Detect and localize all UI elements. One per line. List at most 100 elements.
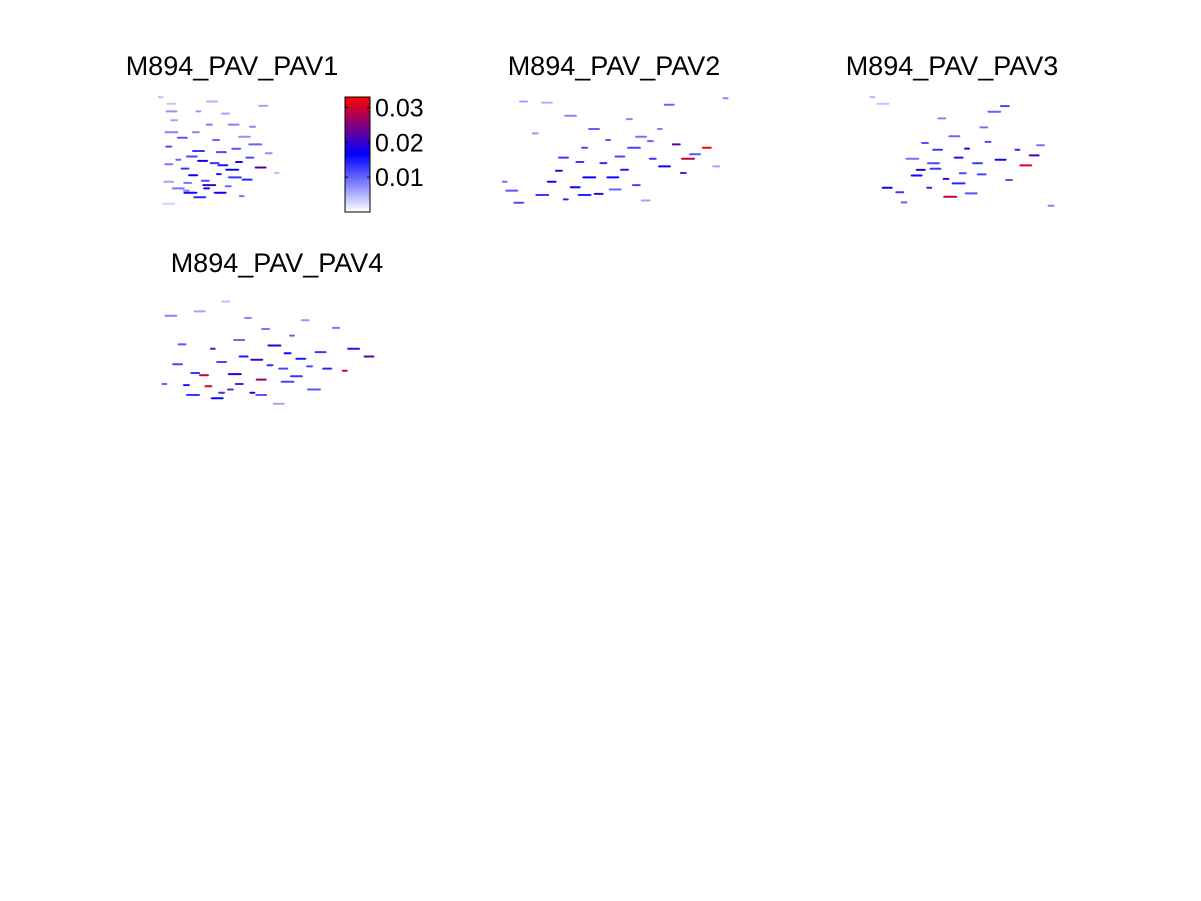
heatmap-cell [289,334,295,337]
heatmap-cell [261,328,271,330]
heatmap-cell [193,310,206,313]
heatmap-cell [216,361,228,363]
heatmap-cell [701,146,712,149]
heatmap-cell [599,162,608,165]
colorbar-tick-label: 0.02 [375,129,424,157]
colorbar-tick-label: 0.03 [375,94,424,122]
heatmap-cell [984,140,992,143]
heatmap-cell [272,402,285,405]
heatmap-cell [264,152,273,155]
heatmap-cell [249,125,256,128]
heatmap-cell [190,372,201,374]
heatmap-cell [164,131,179,134]
heatmap-cell [227,373,242,376]
heatmap-cell [175,158,182,161]
heatmap-cell [238,355,249,358]
heatmap-cell [170,119,179,122]
heatmap-cell [221,300,231,303]
heatmap-cell [210,397,224,400]
heatmap-cell [234,383,244,385]
heatmap-cell [658,165,671,168]
heatmap-cell [531,132,539,135]
heatmap-cell [663,103,675,106]
heatmap-cell [267,344,282,347]
heatmap-cell [926,186,933,189]
heatmap-cell [575,161,585,163]
heatmap-cell [332,326,340,329]
heatmap-cell [164,163,174,166]
heatmap-cell [280,380,295,383]
heatmap-cell [165,145,173,148]
heatmap-cell [953,156,964,159]
heatmap-cell [635,135,647,138]
heatmap-cell [722,97,729,100]
heatmap-cell [564,114,577,117]
heatmap-cell [943,195,958,198]
heatmap-cell [225,168,240,171]
heatmap-cell [562,198,569,201]
heatmap-cell [212,139,221,141]
heatmap-cell [869,96,876,99]
panel-title-1: M894_PAV_PAV1 [126,51,339,81]
heatmap-cell [283,352,292,355]
heatmap-cell [224,185,232,188]
heatmap-cell [558,156,569,159]
heatmap-cell [979,126,989,129]
heatmap-cell [231,147,242,150]
heatmap-cell [249,391,256,394]
heatmap-cell [1005,179,1013,181]
heatmap-cell [192,150,205,152]
heatmap-cell [254,166,267,169]
heatmap-cell [347,347,361,350]
heatmap-cell [193,196,207,199]
panel-title-3: M894_PAV_PAV3 [846,51,1059,81]
heatmap-cell [881,186,893,189]
heatmap-cell [620,168,629,171]
heatmap-cell [197,159,209,162]
heatmap-cell [248,143,263,146]
heatmap-cell [519,100,528,103]
heatmap-cell [295,357,307,360]
heatmap-cell [180,167,190,170]
heatmap-cell [166,102,177,105]
heatmap-cell [163,180,175,183]
heatmap-cell [273,172,280,174]
colorbar: 0.01 0.02 0.03 [344,94,424,213]
heatmap-cell [987,110,1002,113]
heatmap-cell [195,110,202,113]
heatmap-cell [1019,164,1033,167]
colorbar-ticks: 0.01 0.02 0.03 [345,94,424,192]
heatmap-cell [1028,154,1040,157]
heatmap-cell [712,165,721,168]
heatmap-cell [199,374,209,377]
heatmap-cell [535,194,550,196]
heatmap-cell [1047,204,1055,207]
heatmap-cell [569,186,581,189]
heatmap-plot-3 [869,96,1055,207]
heatmap-cell [258,104,269,107]
heatmap-cell [171,187,185,190]
heatmap-cell [322,367,333,370]
heatmap-cell [1036,144,1045,147]
heatmap-cell [999,105,1010,108]
heatmap-cell [202,184,217,187]
heatmap-cell [972,162,983,165]
heatmap-cell [341,369,348,372]
heatmap-cell [671,143,681,146]
heatmap-cell [910,174,923,177]
heatmap-cell [640,199,651,202]
heatmap-cell [227,123,240,126]
heatmap-cell [165,110,178,113]
heatmap-cell [176,136,188,139]
heatmap-cell [204,385,213,388]
heatmap-cell [577,194,592,196]
heatmap-cell [582,176,597,179]
heatmap-cell [200,179,210,182]
heatmap-cell [605,139,612,141]
heatmap-cell [300,319,310,322]
heatmap-cell [895,191,905,194]
heatmap-cell [255,394,268,396]
heatmap-cell [177,343,187,346]
